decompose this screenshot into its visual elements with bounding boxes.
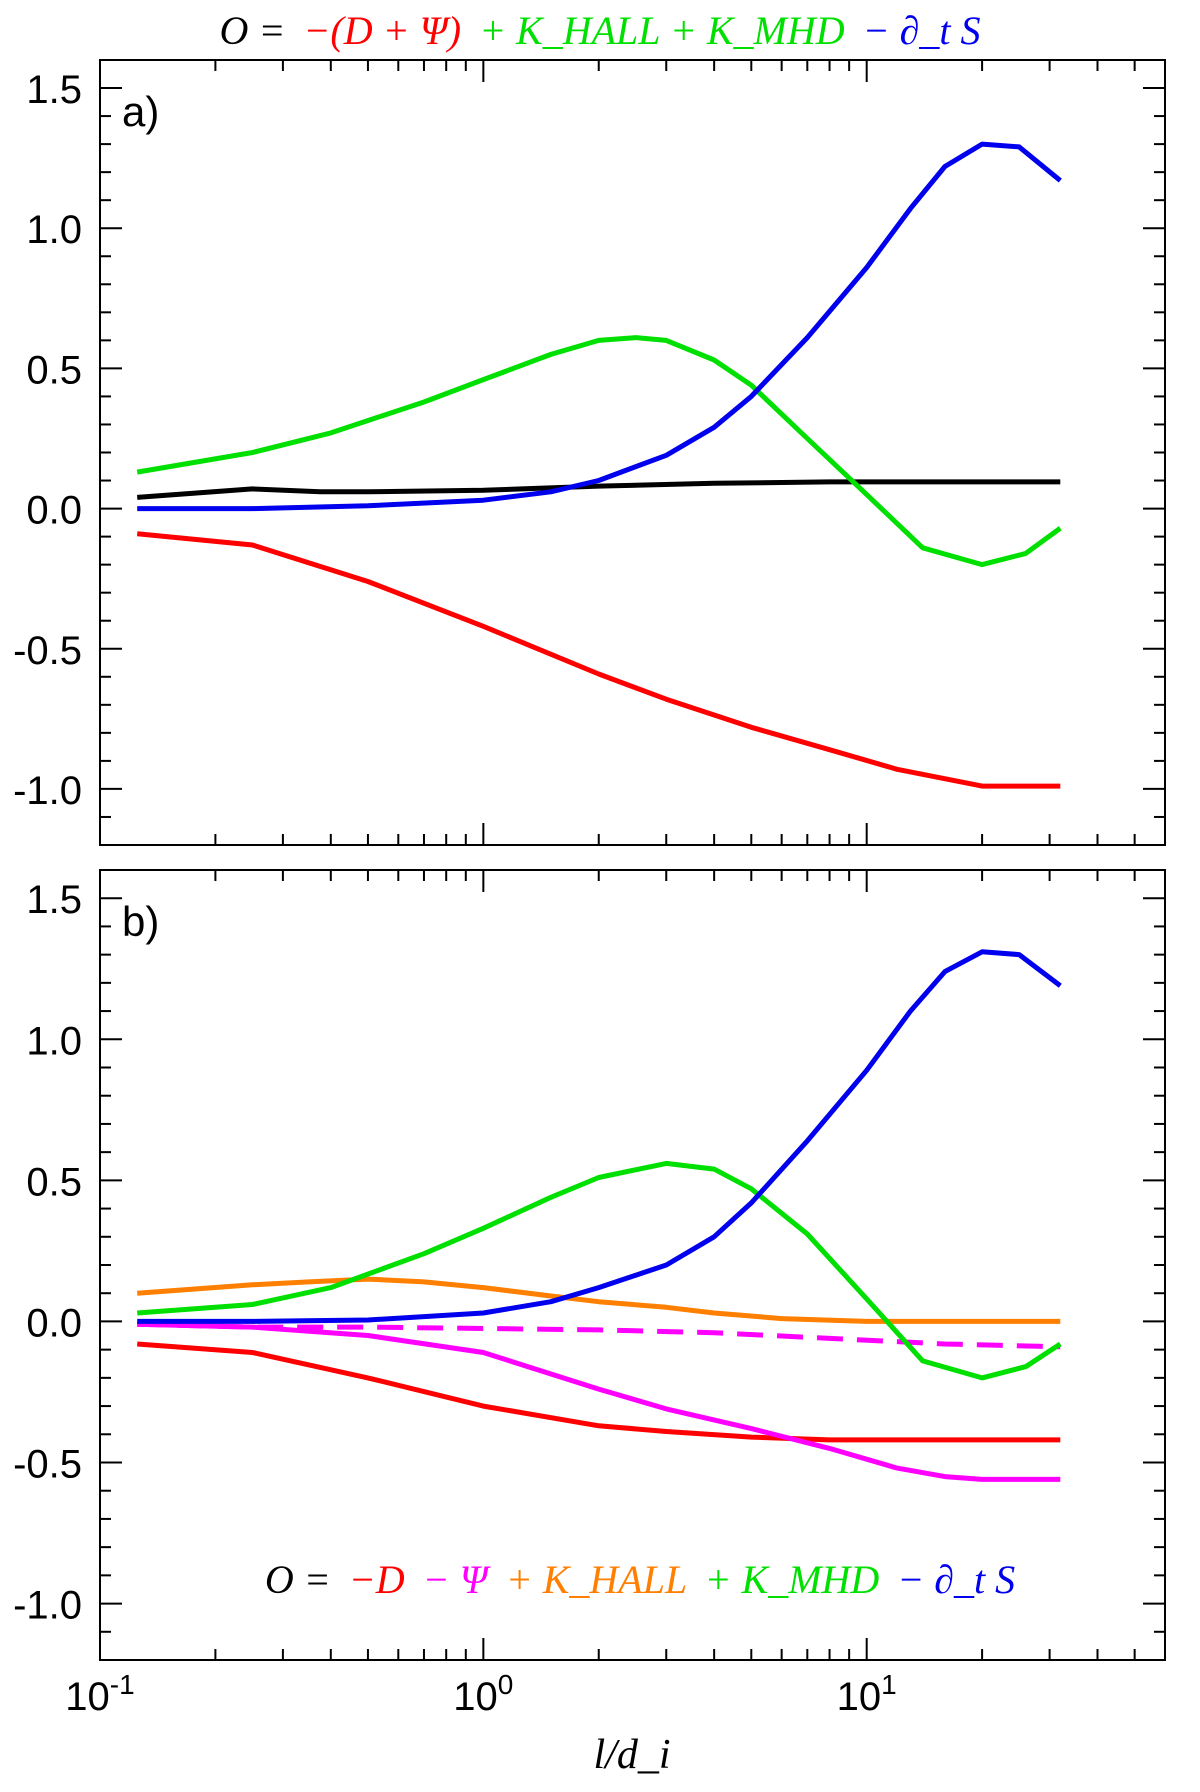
x-axis-label: l/d_i: [593, 1732, 670, 1778]
series-magenta-dashed-line: [137, 1321, 1061, 1350]
panel-a-ticks: -1.0 -0.5 0.0 0.5 1.0 1.5: [13, 59, 1166, 846]
series-black-line: [137, 479, 1061, 500]
top-equation-lhs: O =: [220, 8, 286, 53]
series-green-line: [136, 335, 1062, 568]
bottom-equation-red: −D: [349, 1557, 405, 1602]
bottom-equation: O = −D − Ψ + K_HALL + K_MHD − ∂_t S: [265, 1557, 1015, 1602]
series-orange-line: [137, 1276, 1061, 1324]
series-red-line: [137, 1341, 1061, 1443]
series-magenta-line: [137, 1321, 1061, 1482]
series-blue-line: [137, 141, 1062, 512]
y-tick-label: 0.0: [26, 1301, 82, 1345]
panel-b-ticks: -1.0 -0.5 0.0 0.5 1.0 1.5: [13, 869, 1166, 1661]
bottom-equation-magenta: − Ψ: [423, 1557, 492, 1602]
y-tick-label: -0.5: [13, 629, 82, 673]
x-tick-label: 101: [837, 1669, 897, 1719]
y-tick-label: 1.5: [26, 878, 82, 922]
bottom-equation-green: + K_MHD: [705, 1557, 880, 1602]
panel-b-series: [137, 949, 1062, 1482]
y-tick-label: 0.5: [26, 348, 82, 392]
y-tick-label: -1.0: [13, 769, 82, 813]
panel-b: -1.0 -0.5 0.0 0.5 1.0 1.5 b) O = −D − Ψ + K_H…: [13, 869, 1166, 1661]
panel-b-frame: [99, 869, 1166, 1661]
series-red-line: [136, 531, 1061, 789]
y-tick-label: 1.5: [26, 68, 82, 112]
series-blue-line: [137, 949, 1062, 1324]
bottom-equation-orange: + K_HALL: [506, 1557, 687, 1602]
y-tick-label: 1.0: [26, 1019, 82, 1063]
x-tick-label: 100: [453, 1669, 513, 1719]
bottom-equation-blue: − ∂_t S: [897, 1557, 1015, 1602]
top-equation-green: + K_HALL + K_MHD: [479, 8, 845, 53]
x-tick-labels: 10-1 100 101: [65, 1669, 896, 1719]
y-tick-label: 0.5: [26, 1160, 82, 1204]
y-tick-label: 0.0: [26, 489, 82, 533]
top-equation-blue: − ∂_t S: [863, 8, 981, 53]
panel-a-series: [136, 141, 1062, 789]
panel-a-label: a): [122, 88, 159, 135]
top-equation: O = −(D + Ψ) + K_HALL + K_MHD − ∂_t S: [220, 8, 981, 53]
bottom-equation-lhs: O =: [265, 1557, 331, 1602]
y-tick-label: 1.0: [26, 208, 82, 252]
panel-b-label: b): [122, 898, 159, 945]
y-tick-label: -0.5: [13, 1443, 82, 1487]
x-tick-label: 10-1: [65, 1669, 134, 1719]
series-green-line: [137, 1160, 1062, 1381]
top-equation-red: −(D + Ψ): [303, 8, 461, 53]
y-tick-label: -1.0: [13, 1584, 82, 1628]
panel-a: -1.0 -0.5 0.0 0.5 1.0 1.5 a): [13, 59, 1166, 846]
